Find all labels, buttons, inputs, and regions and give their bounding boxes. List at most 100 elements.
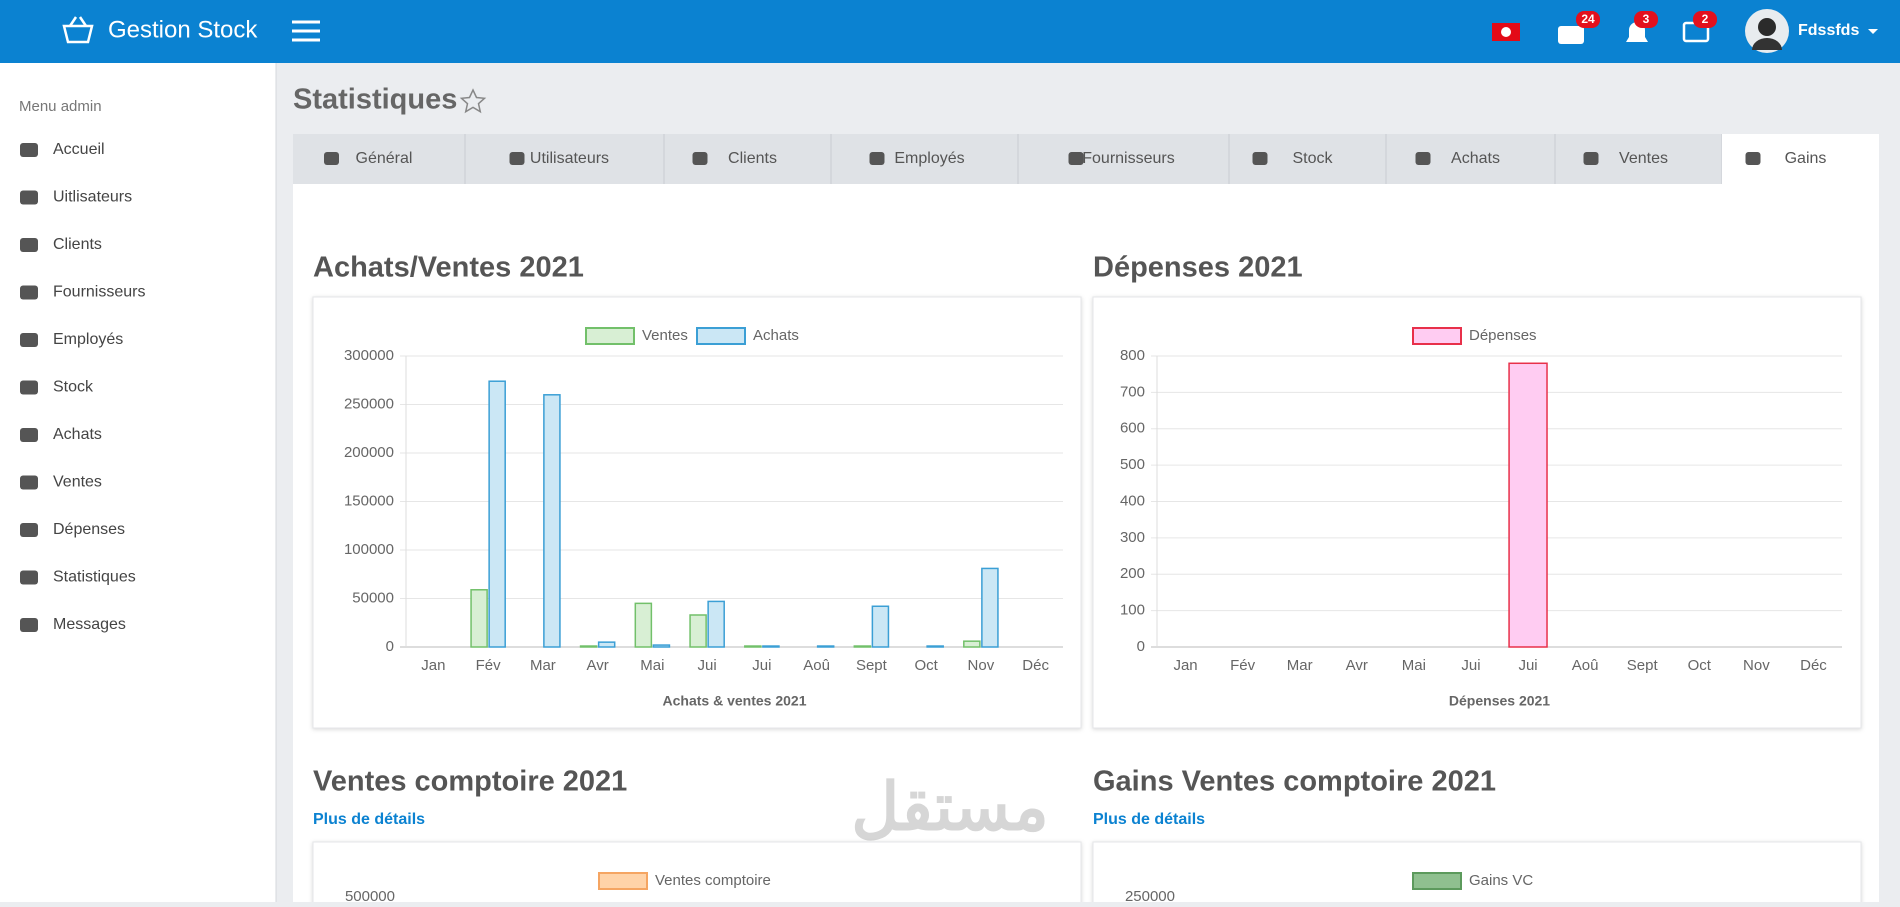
badge <box>1634 11 1658 28</box>
menu-toggle[interactable] <box>292 20 320 42</box>
avatar-body <box>1752 38 1782 50</box>
menu-item[interactable]: Employés <box>53 331 123 348</box>
menu-item[interactable]: Fournisseurs <box>53 284 145 301</box>
menu-item[interactable]: Accueil <box>53 141 105 158</box>
menu-icon <box>20 618 38 632</box>
tab-icon <box>1415 152 1431 165</box>
bar[interactable] <box>744 645 762 648</box>
menu-item[interactable]: Stock <box>53 379 94 396</box>
tab[interactable]: Utilisateurs <box>530 150 609 167</box>
x-tick-label: Jui <box>752 657 771 674</box>
tab-icon <box>869 152 885 165</box>
x-tick-label: Aoû <box>803 657 830 674</box>
bar[interactable] <box>1508 362 1548 648</box>
x-tick-label: Mai <box>640 657 664 674</box>
x-tick-label: Fév <box>1230 657 1256 674</box>
bar[interactable] <box>488 380 506 648</box>
y-tick-label: 500 <box>1120 456 1145 473</box>
menu-icon <box>20 285 38 300</box>
tab[interactable]: Fournisseurs <box>1082 150 1174 167</box>
tab-icon <box>509 152 525 165</box>
legend-label[interactable]: Ventes <box>642 327 688 344</box>
x-tick-label: Jan <box>421 657 445 674</box>
x-tick-label: Avr <box>1346 657 1368 674</box>
badge-count: 3 <box>1643 12 1650 26</box>
bar[interactable] <box>926 645 944 648</box>
chart-card <box>312 841 1082 907</box>
tab[interactable]: Clients <box>728 150 777 167</box>
bar[interactable] <box>963 640 981 648</box>
tab[interactable]: Achats <box>1451 150 1500 167</box>
bar[interactable] <box>871 605 890 648</box>
x-tick-label: Déc <box>1022 657 1049 674</box>
menu-item[interactable]: Messages <box>53 616 126 633</box>
y-tick-label: 250000 <box>1125 888 1175 902</box>
x-tick-label: Mai <box>1402 657 1426 674</box>
legend-label[interactable]: Dépenses <box>1469 327 1537 344</box>
badge-count: 24 <box>1581 12 1595 26</box>
bar[interactable] <box>579 645 598 648</box>
tab[interactable]: Stock <box>1292 150 1333 167</box>
y-tick-label: 200000 <box>344 444 394 461</box>
menu-item[interactable]: Statistiques <box>53 569 136 586</box>
bar[interactable] <box>543 394 561 648</box>
y-tick-label: 50000 <box>352 589 394 606</box>
menu-item[interactable]: Achats <box>53 426 102 443</box>
y-tick-label: 300000 <box>344 347 394 364</box>
menu-item[interactable]: Dépenses <box>53 521 125 538</box>
tab[interactable]: Ventes <box>1619 150 1668 167</box>
menu-item[interactable]: Uitlisateurs <box>53 189 132 206</box>
chart-title: Dépenses 2021 <box>1093 252 1303 284</box>
menu-item[interactable]: Clients <box>53 236 102 253</box>
bar[interactable] <box>853 645 872 648</box>
legend-label[interactable]: Ventes comptoire <box>655 872 771 889</box>
legend-label[interactable]: Achats <box>753 327 799 344</box>
bar[interactable] <box>470 589 488 648</box>
x-tick-label: Déc <box>1800 657 1827 674</box>
legend-swatch[interactable] <box>696 327 746 345</box>
y-tick-label: 600 <box>1120 420 1145 437</box>
avatar-hair <box>1758 18 1776 36</box>
tab[interactable]: Général <box>356 150 413 167</box>
menu-item[interactable]: Ventes <box>53 474 102 491</box>
tab-icon <box>1068 152 1084 165</box>
x-tick-label: Oct <box>914 657 938 674</box>
y-tick-label: 300 <box>1120 529 1145 546</box>
y-tick-label: 200 <box>1120 565 1145 582</box>
details-link[interactable]: Plus de détails <box>1093 811 1205 828</box>
x-tick-label: Mar <box>530 657 556 674</box>
x-axis-title: Achats & ventes 2021 <box>663 693 807 709</box>
user-name[interactable]: Fdssfds <box>1798 22 1859 39</box>
details-link[interactable]: Plus de détails <box>313 811 425 828</box>
bar[interactable] <box>762 645 780 648</box>
y-tick-label: 0 <box>1137 638 1145 655</box>
bar[interactable] <box>689 614 707 648</box>
bar[interactable] <box>634 602 653 648</box>
bar[interactable] <box>707 600 725 648</box>
flag-mark <box>1501 27 1511 37</box>
favorite-star[interactable] <box>459 88 487 114</box>
bar[interactable] <box>981 567 999 648</box>
x-tick-label: Sept <box>856 657 888 674</box>
brand[interactable]: Gestion Stock <box>108 16 258 43</box>
y-tick-label: 500000 <box>345 888 395 902</box>
legend-swatch[interactable] <box>598 872 648 890</box>
bar[interactable] <box>597 641 616 648</box>
badge <box>1693 11 1717 28</box>
chart-title: Achats/Ventes 2021 <box>313 252 584 284</box>
bar[interactable] <box>816 645 835 648</box>
menu-icon <box>20 238 38 252</box>
watermark: مستقل <box>851 769 1049 843</box>
tab[interactable]: Gains <box>1785 150 1827 167</box>
legend-swatch[interactable] <box>585 327 635 345</box>
menu-icon <box>20 190 38 205</box>
legend-swatch[interactable] <box>1412 327 1462 345</box>
x-tick-label: Jan <box>1173 657 1197 674</box>
y-tick-label: 100000 <box>344 541 394 558</box>
bar[interactable] <box>652 644 671 648</box>
y-tick-label: 100 <box>1120 602 1145 619</box>
legend-swatch[interactable] <box>1412 872 1462 890</box>
caret[interactable] <box>1868 29 1878 34</box>
tab[interactable]: Employés <box>894 150 964 167</box>
legend-label[interactable]: Gains VC <box>1469 872 1533 889</box>
